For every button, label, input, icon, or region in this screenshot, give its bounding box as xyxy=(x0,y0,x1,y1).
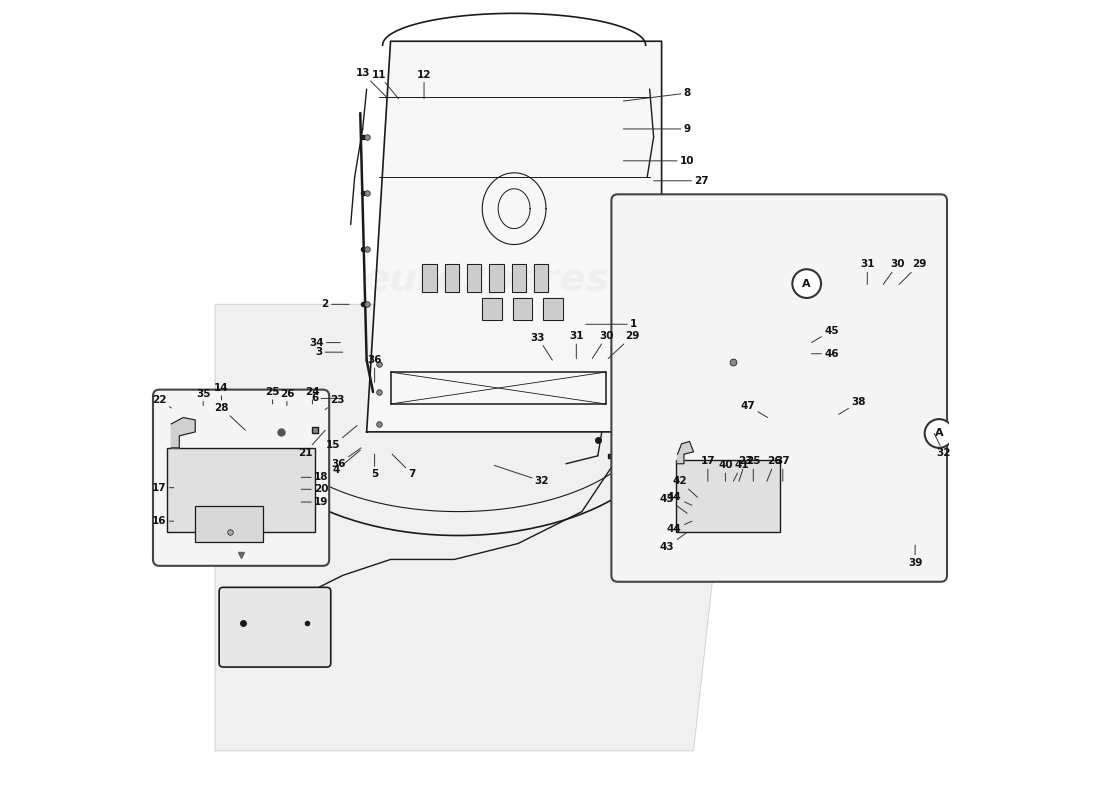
Text: eurospares: eurospares xyxy=(650,206,896,244)
Text: 35: 35 xyxy=(196,389,210,406)
Text: 2: 2 xyxy=(321,299,349,310)
Text: 8: 8 xyxy=(624,88,691,101)
Text: 14: 14 xyxy=(214,383,229,400)
Text: 15: 15 xyxy=(326,426,358,450)
Bar xyxy=(535,265,549,292)
Text: 19: 19 xyxy=(301,497,329,507)
Text: 25: 25 xyxy=(746,456,760,482)
Text: 20: 20 xyxy=(301,484,329,494)
Text: 30: 30 xyxy=(883,259,905,285)
Bar xyxy=(468,265,482,292)
Text: 7: 7 xyxy=(392,454,416,479)
Bar xyxy=(513,298,532,320)
Text: 38: 38 xyxy=(838,398,866,414)
Bar xyxy=(444,265,459,292)
Text: 5: 5 xyxy=(371,454,378,479)
Text: 13: 13 xyxy=(355,68,386,97)
Text: 29: 29 xyxy=(608,331,639,358)
Text: 10: 10 xyxy=(624,156,694,166)
FancyBboxPatch shape xyxy=(612,194,947,582)
Text: Vale dall'Ass.Nr. 46968
per USA e CDN
Valid from Ass.Nr. 46968
for USA and CDN: Vale dall'Ass.Nr. 46968 per USA e CDN Va… xyxy=(739,227,912,286)
Bar xyxy=(512,265,526,292)
Polygon shape xyxy=(216,304,725,750)
Text: 30: 30 xyxy=(592,331,614,358)
Text: 44: 44 xyxy=(667,492,692,506)
Bar xyxy=(468,265,482,292)
Text: 17: 17 xyxy=(701,456,715,482)
Text: 25: 25 xyxy=(265,387,279,404)
Text: 22: 22 xyxy=(152,395,172,408)
Bar xyxy=(422,265,437,292)
Bar xyxy=(482,298,503,320)
Text: 28: 28 xyxy=(214,403,245,430)
Text: 23: 23 xyxy=(738,456,752,482)
Polygon shape xyxy=(172,418,195,448)
Text: A: A xyxy=(802,278,811,289)
Text: 4: 4 xyxy=(332,450,361,475)
Circle shape xyxy=(925,419,954,448)
Text: 45: 45 xyxy=(812,326,838,342)
Bar xyxy=(195,506,263,542)
Text: 39: 39 xyxy=(908,545,922,568)
Text: 46: 46 xyxy=(812,349,838,358)
Text: 26: 26 xyxy=(279,389,294,406)
Bar xyxy=(535,265,549,292)
Text: 24: 24 xyxy=(305,387,320,404)
Bar xyxy=(490,265,504,292)
Text: 12: 12 xyxy=(417,70,431,98)
Text: 29: 29 xyxy=(899,259,926,285)
Circle shape xyxy=(792,270,821,298)
Text: eurospares: eurospares xyxy=(363,262,609,299)
Bar xyxy=(422,265,437,292)
Text: 21: 21 xyxy=(298,430,326,458)
Polygon shape xyxy=(678,442,693,464)
Text: 37: 37 xyxy=(776,456,790,482)
Text: 42: 42 xyxy=(672,476,697,498)
Bar xyxy=(542,298,563,320)
Bar xyxy=(542,298,563,320)
Text: 23: 23 xyxy=(326,395,344,410)
Text: 31: 31 xyxy=(569,331,584,358)
Polygon shape xyxy=(366,42,661,432)
Text: 43: 43 xyxy=(660,494,688,514)
Text: 31: 31 xyxy=(860,259,875,285)
Text: 32: 32 xyxy=(934,434,952,458)
Bar xyxy=(167,448,315,531)
Text: 26: 26 xyxy=(767,456,782,482)
Text: 41: 41 xyxy=(734,460,749,482)
Text: 18: 18 xyxy=(301,472,329,482)
Text: A: A xyxy=(935,429,944,438)
Bar xyxy=(513,298,532,320)
Bar xyxy=(482,298,503,320)
Text: 3: 3 xyxy=(316,347,343,357)
Text: 1: 1 xyxy=(586,319,637,330)
Text: 44: 44 xyxy=(667,521,692,534)
Text: 9: 9 xyxy=(624,124,691,134)
Bar xyxy=(444,265,459,292)
Text: 36: 36 xyxy=(331,448,361,469)
Text: 27: 27 xyxy=(653,176,708,186)
Text: 43: 43 xyxy=(660,532,688,552)
Text: 11: 11 xyxy=(372,70,398,98)
Text: 36: 36 xyxy=(367,355,382,382)
Text: 17: 17 xyxy=(152,482,174,493)
Text: 32: 32 xyxy=(494,466,549,486)
FancyBboxPatch shape xyxy=(153,390,329,566)
Text: 34: 34 xyxy=(309,338,340,347)
Text: 6: 6 xyxy=(311,394,339,403)
Bar xyxy=(512,265,526,292)
Text: 40: 40 xyxy=(718,460,733,482)
Text: 16: 16 xyxy=(152,516,174,526)
Bar xyxy=(490,265,504,292)
Bar xyxy=(676,460,780,531)
Text: 47: 47 xyxy=(740,401,768,418)
FancyBboxPatch shape xyxy=(219,587,331,667)
Text: 33: 33 xyxy=(531,333,552,360)
